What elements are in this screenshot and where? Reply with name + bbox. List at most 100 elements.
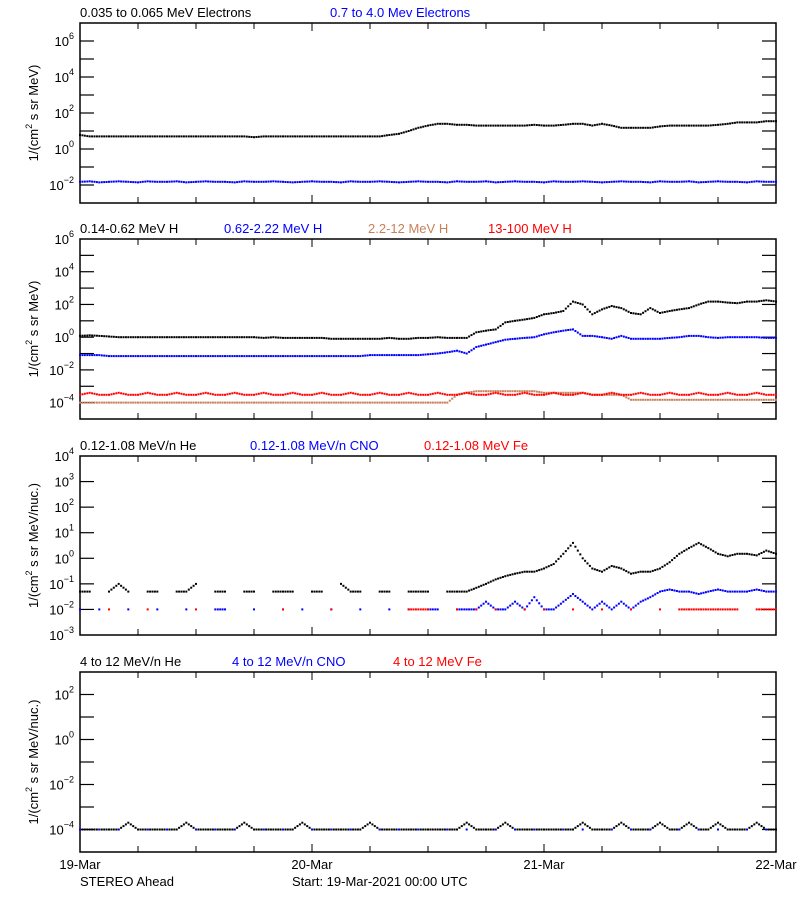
data-point — [547, 124, 550, 127]
data-point — [83, 590, 86, 593]
data-point — [228, 355, 231, 358]
data-point — [344, 180, 347, 183]
data-point — [501, 323, 504, 326]
data-point — [439, 401, 442, 404]
data-point — [185, 135, 188, 138]
data-point — [707, 300, 710, 303]
data-point — [620, 126, 623, 129]
data-point — [332, 393, 335, 396]
data-point — [663, 398, 666, 401]
data-point — [719, 336, 722, 339]
data-point — [765, 393, 768, 396]
data-point — [475, 331, 478, 334]
data-point — [649, 596, 652, 599]
data-point — [613, 337, 616, 339]
data-point — [598, 123, 601, 126]
data-point — [216, 355, 219, 358]
data-point — [262, 135, 265, 138]
data-point — [279, 590, 282, 593]
data-point — [311, 336, 313, 339]
data-point — [654, 309, 657, 312]
data-point — [253, 401, 255, 404]
data-point — [516, 319, 519, 322]
data-point — [446, 828, 449, 831]
data-point — [755, 554, 758, 557]
data-point — [192, 584, 195, 587]
data-point — [378, 135, 381, 138]
data-point — [190, 586, 193, 589]
data-point — [388, 828, 391, 831]
data-point — [120, 336, 123, 339]
data-point — [120, 135, 123, 138]
data-point — [441, 828, 444, 831]
data-point — [91, 180, 94, 183]
data-point — [306, 355, 309, 358]
data-point — [197, 828, 200, 831]
data-point — [422, 828, 425, 831]
data-point — [543, 828, 545, 831]
data-point — [717, 180, 719, 183]
data-point — [349, 391, 352, 394]
data-point — [306, 135, 309, 138]
data-point — [451, 393, 454, 396]
data-point — [378, 337, 381, 340]
data-point — [158, 180, 161, 183]
data-point — [296, 181, 299, 184]
data-point — [465, 336, 468, 339]
data-point — [366, 401, 369, 404]
data-point — [564, 329, 567, 332]
data-point — [342, 828, 345, 831]
data-point — [547, 392, 550, 395]
data-point — [127, 821, 130, 824]
data-point — [262, 828, 265, 831]
data-point — [562, 600, 565, 603]
data-point — [758, 300, 761, 303]
data-point — [668, 124, 671, 127]
data-point — [603, 336, 606, 339]
data-point — [166, 828, 168, 831]
data-point — [451, 123, 454, 126]
data-point — [738, 828, 741, 831]
data-point — [407, 401, 410, 404]
data-point — [224, 135, 226, 138]
data-point — [709, 180, 712, 183]
data-point — [216, 590, 219, 593]
data-point — [663, 337, 666, 340]
data-point — [356, 590, 359, 593]
plot-frame — [79, 238, 777, 420]
data-point — [588, 310, 591, 313]
data-point — [472, 124, 475, 127]
data-point — [492, 390, 495, 393]
x-tick-label: 21-Mar — [523, 857, 565, 872]
data-point — [103, 828, 106, 831]
data-point — [149, 135, 152, 138]
data-point — [422, 353, 425, 356]
data-point — [112, 335, 115, 338]
data-point — [349, 401, 352, 404]
spacecraft-label: STEREO Ahead — [80, 874, 174, 889]
data-point — [675, 828, 678, 831]
data-point — [277, 355, 280, 358]
data-point — [678, 124, 681, 127]
data-point — [581, 391, 584, 394]
data-point — [190, 401, 193, 404]
data-point — [361, 180, 364, 183]
data-point — [695, 392, 698, 395]
data-point — [180, 355, 183, 358]
data-point — [393, 181, 396, 184]
data-point — [354, 337, 357, 340]
data-point — [634, 604, 637, 607]
data-point — [388, 608, 391, 611]
data-point — [758, 608, 761, 611]
data-point — [221, 355, 224, 358]
data-point — [574, 393, 577, 396]
data-point — [535, 390, 538, 393]
data-point — [228, 135, 231, 138]
data-point — [489, 180, 492, 183]
data-point — [207, 828, 210, 831]
data-point — [294, 401, 297, 404]
data-point — [373, 825, 376, 828]
data-point — [79, 590, 81, 593]
data-point — [738, 552, 741, 555]
data-point — [709, 300, 712, 303]
